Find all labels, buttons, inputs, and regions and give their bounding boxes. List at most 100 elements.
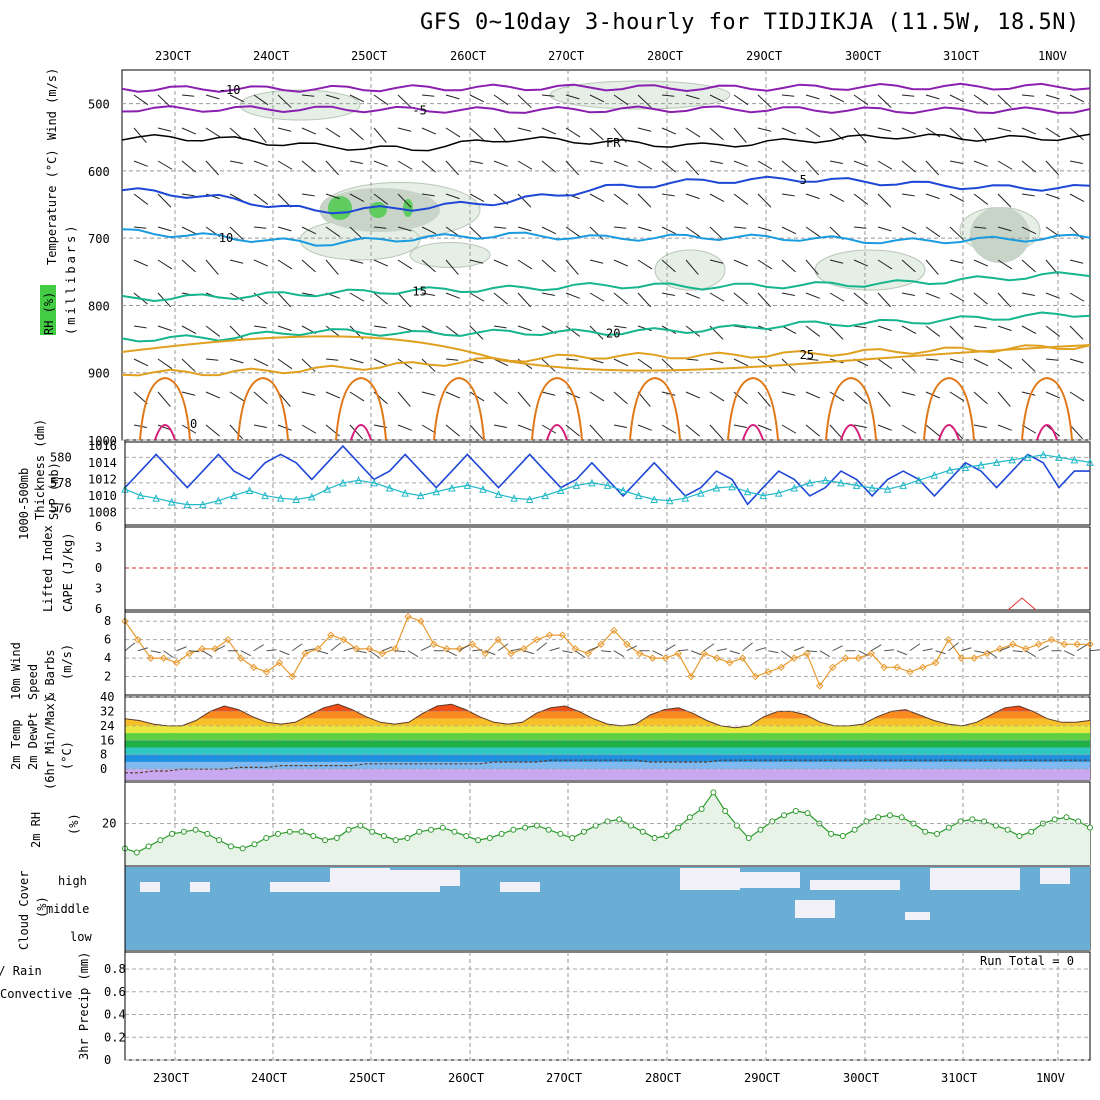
wind-tick-label: 8 bbox=[104, 614, 111, 628]
wind-barb bbox=[637, 292, 652, 308]
rh-point bbox=[651, 835, 658, 842]
temperature-contour bbox=[121, 82, 1091, 93]
bottom-date-label: 29OCT bbox=[744, 1071, 780, 1085]
wind-barb bbox=[373, 292, 388, 305]
wind-barb bbox=[589, 391, 605, 402]
wind-barb bbox=[877, 292, 892, 308]
rh-point bbox=[804, 810, 811, 817]
rh-point bbox=[345, 826, 352, 833]
wind-barb bbox=[469, 193, 485, 202]
wind-barb bbox=[805, 226, 821, 238]
wind-barb bbox=[733, 127, 747, 143]
wind-speed-point bbox=[275, 659, 284, 667]
wind-speed-point bbox=[957, 654, 966, 662]
wind-barb bbox=[613, 292, 628, 305]
wind-barb bbox=[781, 424, 797, 434]
wind-barb bbox=[661, 226, 677, 235]
wind-barb bbox=[1069, 325, 1084, 340]
top-date-label: 29OCT bbox=[746, 49, 782, 63]
rh-point bbox=[934, 830, 941, 837]
wind-barb bbox=[877, 259, 893, 270]
side-label-wind: Wind (m/s) bbox=[45, 68, 59, 140]
wind-barb bbox=[1069, 358, 1084, 364]
wind-barb bbox=[757, 292, 772, 308]
wind-barb bbox=[829, 391, 845, 402]
wind-barb bbox=[517, 226, 532, 232]
wind-barb bbox=[279, 650, 290, 656]
wind-barb bbox=[523, 650, 535, 655]
wind-speed-point bbox=[841, 654, 850, 662]
wind-speed-point bbox=[726, 659, 734, 667]
wind-barb bbox=[157, 325, 172, 332]
cloud-gap bbox=[810, 880, 900, 890]
wind-barb bbox=[1021, 259, 1036, 273]
wind-barb bbox=[562, 650, 573, 654]
wind-speed-point bbox=[1047, 635, 1056, 644]
wind-barb bbox=[613, 94, 629, 106]
wind-barb bbox=[661, 193, 675, 197]
contour-label: 10 bbox=[219, 231, 233, 245]
wind-barb bbox=[806, 650, 817, 653]
wind-barb bbox=[709, 160, 723, 165]
wind-speed-point bbox=[571, 645, 580, 653]
wind-barb bbox=[589, 358, 604, 364]
side-label-temp-panel: (°C) bbox=[60, 741, 74, 770]
wind-barb bbox=[277, 358, 293, 370]
wind-barb bbox=[589, 127, 604, 141]
wind-speed-point bbox=[713, 654, 721, 662]
wind-speed-point bbox=[674, 649, 682, 658]
rh-point bbox=[451, 828, 458, 835]
rh-tick-label: 20 bbox=[102, 817, 116, 831]
rh-point bbox=[463, 832, 470, 839]
wind-speed-point bbox=[597, 640, 605, 648]
thickness-point bbox=[556, 486, 565, 495]
wind-barb bbox=[733, 292, 748, 305]
rh-shading bbox=[369, 202, 387, 218]
wind-barb bbox=[301, 391, 316, 396]
thickness-point bbox=[276, 494, 285, 502]
wind-barb bbox=[421, 160, 436, 173]
temp-tick-label: 32 bbox=[100, 704, 114, 718]
wind-barb bbox=[541, 226, 557, 235]
wind-barb bbox=[1045, 325, 1061, 337]
rh-point bbox=[286, 828, 293, 835]
rh-point bbox=[192, 826, 199, 833]
wind-barb bbox=[205, 358, 219, 361]
wind-barb bbox=[373, 127, 387, 143]
wind-barb bbox=[1045, 127, 1061, 138]
thickness-line bbox=[124, 454, 1091, 506]
wind-barb bbox=[565, 325, 581, 337]
wind-barb bbox=[853, 391, 868, 405]
wind-barb bbox=[301, 94, 315, 97]
wind-barb bbox=[253, 325, 267, 329]
bottom-date-label: 24OCT bbox=[251, 1071, 287, 1085]
rh-point bbox=[686, 814, 693, 821]
temperature-contour bbox=[121, 311, 1091, 343]
wind-barb bbox=[469, 292, 485, 302]
wind-barb bbox=[805, 292, 820, 299]
thickness-point bbox=[619, 486, 627, 495]
rh-point bbox=[1063, 814, 1070, 821]
rh-point bbox=[239, 845, 246, 852]
rh-point bbox=[922, 828, 929, 835]
thickness-tick-label: 576 bbox=[50, 501, 72, 515]
wind-barb bbox=[652, 650, 663, 657]
wind-barb bbox=[325, 325, 341, 337]
wind-barb bbox=[637, 424, 652, 431]
wind-barb bbox=[733, 325, 747, 329]
wind-barb bbox=[421, 292, 435, 297]
wind-barb bbox=[805, 358, 819, 361]
wind-barb bbox=[973, 292, 988, 305]
thickness-point bbox=[883, 485, 892, 493]
wind-barb bbox=[469, 424, 484, 440]
wind-barb bbox=[685, 325, 701, 337]
cloud-gap bbox=[330, 868, 390, 890]
wind-barb bbox=[781, 259, 796, 273]
wind-barb bbox=[325, 94, 340, 100]
rh-point bbox=[981, 818, 988, 825]
wind-speed-point bbox=[365, 645, 374, 653]
wind-barb bbox=[901, 358, 916, 372]
thickness-point bbox=[339, 478, 347, 487]
wind-barb bbox=[877, 424, 892, 431]
wind-barb bbox=[397, 193, 412, 208]
